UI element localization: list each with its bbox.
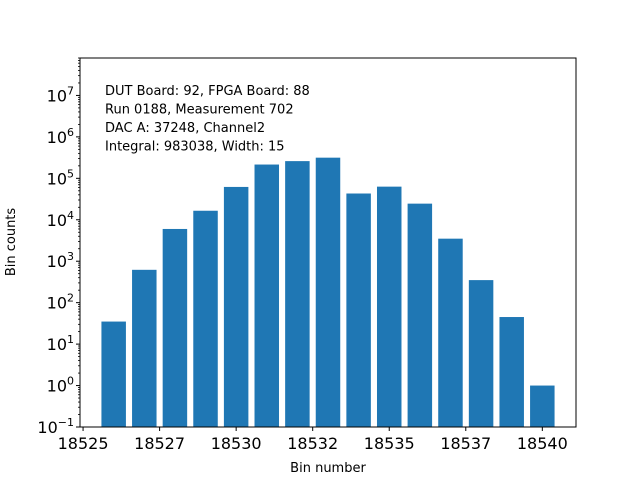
bar-18536 — [407, 203, 433, 427]
x-tick-label: 18530 — [211, 434, 262, 453]
y-tick-label: 101 — [47, 333, 74, 354]
bar-18534 — [346, 193, 371, 427]
y-tick-label: 102 — [47, 292, 74, 313]
y-tick-label: 105 — [47, 167, 74, 188]
x-tick-label: 18532 — [287, 434, 338, 453]
bars-group — [101, 157, 555, 428]
x-tick-label: 18527 — [134, 434, 185, 453]
annotation-line: DAC A: 37248, Channel2 — [105, 121, 265, 136]
bar-18533 — [315, 157, 341, 428]
bar-18529 — [193, 210, 218, 427]
annotation-line: Run 0188, Measurement 702 — [105, 103, 294, 118]
y-tick-label: 100 — [47, 375, 74, 396]
annotation-line: Integral: 983038, Width: 15 — [105, 140, 285, 155]
bar-18535 — [376, 186, 402, 427]
x-tick-label: 18537 — [440, 434, 491, 453]
y-tick-label: 103 — [47, 250, 74, 271]
y-tick-label: 10−1 — [37, 416, 74, 437]
bar-18530 — [223, 186, 249, 427]
y-tick-label: 104 — [47, 209, 74, 230]
y-tick-label: 106 — [47, 126, 74, 147]
y-tick-label: 107 — [47, 84, 74, 105]
x-tick-label: 18540 — [517, 434, 568, 453]
x-tick-label: 18535 — [364, 434, 415, 453]
bar-18537 — [438, 238, 463, 427]
bar-18538 — [468, 280, 494, 427]
bar-18539 — [499, 317, 524, 427]
bar-18528 — [162, 228, 188, 427]
x-axis: 18525 18527 18530 18532 18535 18537 18540 — [58, 427, 568, 453]
bar-18527 — [132, 269, 157, 427]
y-axis: 10−1 100 101 102 103 104 105 106 107 — [37, 57, 80, 437]
x-tick-label: 18525 — [58, 434, 109, 453]
bar-18531 — [254, 164, 280, 428]
annotation-box: DUT Board: 92, FPGA Board: 88 Run 0188, M… — [105, 84, 310, 155]
bar-18532 — [285, 161, 310, 427]
annotation-line: DUT Board: 92, FPGA Board: 88 — [105, 84, 310, 99]
y-axis-label: Bin counts — [4, 208, 19, 277]
plot-frame — [79, 57, 577, 428]
bar-18540 — [530, 385, 555, 427]
x-axis-label: Bin number — [290, 461, 366, 476]
bar-18526 — [101, 321, 126, 427]
